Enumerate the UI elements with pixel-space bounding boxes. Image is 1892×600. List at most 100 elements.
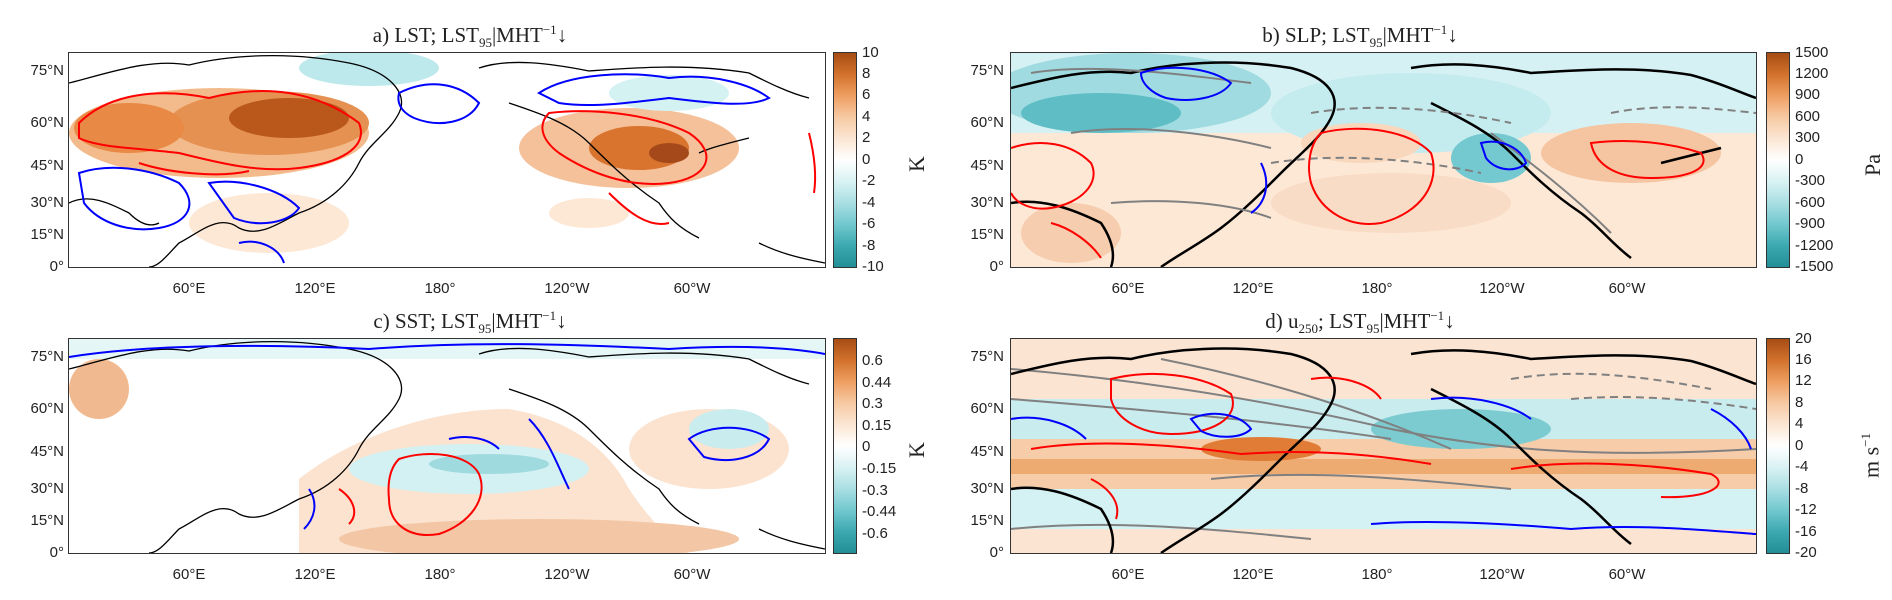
colorbar-unit-d: m s−1 bbox=[1858, 432, 1884, 478]
colorbar-tick: -16 bbox=[1795, 523, 1817, 540]
lat-label: 0° bbox=[989, 258, 1004, 275]
panel-c-title: c) SST; LST95|MHT−1↓ bbox=[373, 308, 567, 337]
colorbar-tick: -6 bbox=[862, 215, 876, 232]
lon-label: 60°W bbox=[673, 566, 711, 583]
colorbar-tick: -900 bbox=[1795, 215, 1826, 232]
colorbar-tick: -300 bbox=[1795, 172, 1826, 189]
colorbar-tick: 0 bbox=[1795, 151, 1804, 168]
colorbar-tick: 2 bbox=[862, 129, 871, 146]
lon-label: 60°W bbox=[673, 280, 711, 297]
map-a-field bbox=[69, 53, 825, 267]
lat-label: 75°N bbox=[30, 348, 64, 365]
colorbar-tick: 0.3 bbox=[862, 395, 883, 412]
colorbar-tick: 900 bbox=[1795, 86, 1821, 103]
lat-label: 30°N bbox=[30, 194, 64, 211]
lat-label: 60°N bbox=[30, 400, 64, 417]
colorbar-tick: 0 bbox=[862, 438, 871, 455]
lon-label: 60°E bbox=[172, 566, 206, 583]
lon-label: 120°E bbox=[1232, 566, 1274, 583]
lat-label: 0° bbox=[49, 544, 64, 561]
colorbar-tick: -0.15 bbox=[862, 460, 897, 477]
lon-label: 120°W bbox=[1479, 566, 1525, 583]
lat-label: 60°N bbox=[30, 114, 64, 131]
lat-label: 15°N bbox=[970, 512, 1004, 529]
lon-label: 120°E bbox=[294, 566, 336, 583]
lon-label: 60°E bbox=[172, 280, 206, 297]
map-c bbox=[68, 338, 826, 554]
colorbar-tick: -12 bbox=[1795, 501, 1817, 518]
colorbar-unit-c: K bbox=[904, 442, 929, 458]
lon-label: 120°W bbox=[544, 280, 590, 297]
colorbar-tick: -0.6 bbox=[862, 525, 888, 542]
lat-label: 60°N bbox=[970, 114, 1004, 131]
lat-label: 60°N bbox=[970, 400, 1004, 417]
colorbar-tick: -1200 bbox=[1795, 237, 1834, 254]
colorbar-tick: 1200 bbox=[1795, 65, 1829, 82]
lat-label: 0° bbox=[49, 258, 64, 275]
colorbar-tick: -8 bbox=[862, 237, 876, 254]
lat-label: 15°N bbox=[970, 226, 1004, 243]
colorbar-tick: 4 bbox=[862, 108, 871, 125]
lon-label: 60°E bbox=[1111, 566, 1145, 583]
lon-label: 120°W bbox=[544, 566, 590, 583]
colorbar-tick: 300 bbox=[1795, 129, 1821, 146]
panel-d-title: d) u250; LST95|MHT−1↓ bbox=[1265, 308, 1455, 337]
colorbar-unit-b: Pa bbox=[1860, 154, 1885, 176]
colorbar-tick: 8 bbox=[862, 65, 871, 82]
lat-label: 75°N bbox=[30, 62, 64, 79]
panel-a-title: a) LST; LST95|MHT−1↓ bbox=[372, 22, 568, 51]
colorbar-tick: -2 bbox=[862, 172, 876, 189]
colorbar-c bbox=[833, 338, 857, 554]
map-c-field bbox=[69, 339, 825, 553]
lat-label: 30°N bbox=[30, 480, 64, 497]
panel-b-title: b) SLP; LST95|MHT−1↓ bbox=[1262, 22, 1458, 51]
lat-label: 15°N bbox=[30, 226, 64, 243]
colorbar-tick: 0 bbox=[1795, 437, 1804, 454]
colorbar-tick: 12 bbox=[1795, 372, 1812, 389]
map-a bbox=[68, 52, 826, 268]
lat-label: 30°N bbox=[970, 480, 1004, 497]
map-b-field bbox=[1011, 53, 1756, 267]
lat-label: 75°N bbox=[970, 62, 1004, 79]
colorbar-tick: 0.6 bbox=[862, 352, 883, 369]
map-d-field bbox=[1011, 339, 1756, 553]
colorbar-tick: 16 bbox=[1795, 351, 1812, 368]
lon-label: 180° bbox=[1361, 280, 1393, 297]
lat-label: 45°N bbox=[30, 157, 64, 174]
lat-label: 30°N bbox=[970, 194, 1004, 211]
colorbar-tick: -0.3 bbox=[862, 482, 888, 499]
map-b bbox=[1010, 52, 1757, 268]
colorbar-tick: -600 bbox=[1795, 194, 1826, 211]
colorbar-tick: 20 bbox=[1795, 330, 1812, 347]
colorbar-tick: 0.44 bbox=[862, 374, 892, 391]
map-d bbox=[1010, 338, 1757, 554]
colorbar-tick: -4 bbox=[862, 194, 876, 211]
lat-label: 75°N bbox=[970, 348, 1004, 365]
colorbar-b bbox=[1766, 52, 1790, 268]
lon-label: 120°W bbox=[1479, 280, 1525, 297]
colorbar-d bbox=[1766, 338, 1790, 554]
lon-label: 120°E bbox=[1232, 280, 1274, 297]
lat-label: 15°N bbox=[30, 512, 64, 529]
colorbar-tick: -0.44 bbox=[862, 503, 897, 520]
lon-label: 60°E bbox=[1111, 280, 1145, 297]
lat-label: 45°N bbox=[970, 443, 1004, 460]
colorbar-tick: 4 bbox=[1795, 415, 1804, 432]
colorbar-tick: -4 bbox=[1795, 458, 1809, 475]
colorbar-unit-a: K bbox=[904, 156, 929, 172]
colorbar-tick: 10 bbox=[862, 44, 879, 61]
colorbar-tick: 6 bbox=[862, 86, 871, 103]
lon-label: 60°W bbox=[1608, 280, 1646, 297]
colorbar-tick: 8 bbox=[1795, 394, 1804, 411]
lon-label: 60°W bbox=[1608, 566, 1646, 583]
lat-label: 0° bbox=[989, 544, 1004, 561]
lon-label: 180° bbox=[424, 280, 456, 297]
lat-label: 45°N bbox=[30, 443, 64, 460]
colorbar-tick: -1500 bbox=[1795, 258, 1834, 275]
lon-label: 180° bbox=[1361, 566, 1393, 583]
lat-label: 45°N bbox=[970, 157, 1004, 174]
colorbar-tick: 600 bbox=[1795, 108, 1821, 125]
lon-label: 180° bbox=[424, 566, 456, 583]
colorbar-tick: -20 bbox=[1795, 544, 1817, 561]
colorbar-a bbox=[833, 52, 857, 268]
